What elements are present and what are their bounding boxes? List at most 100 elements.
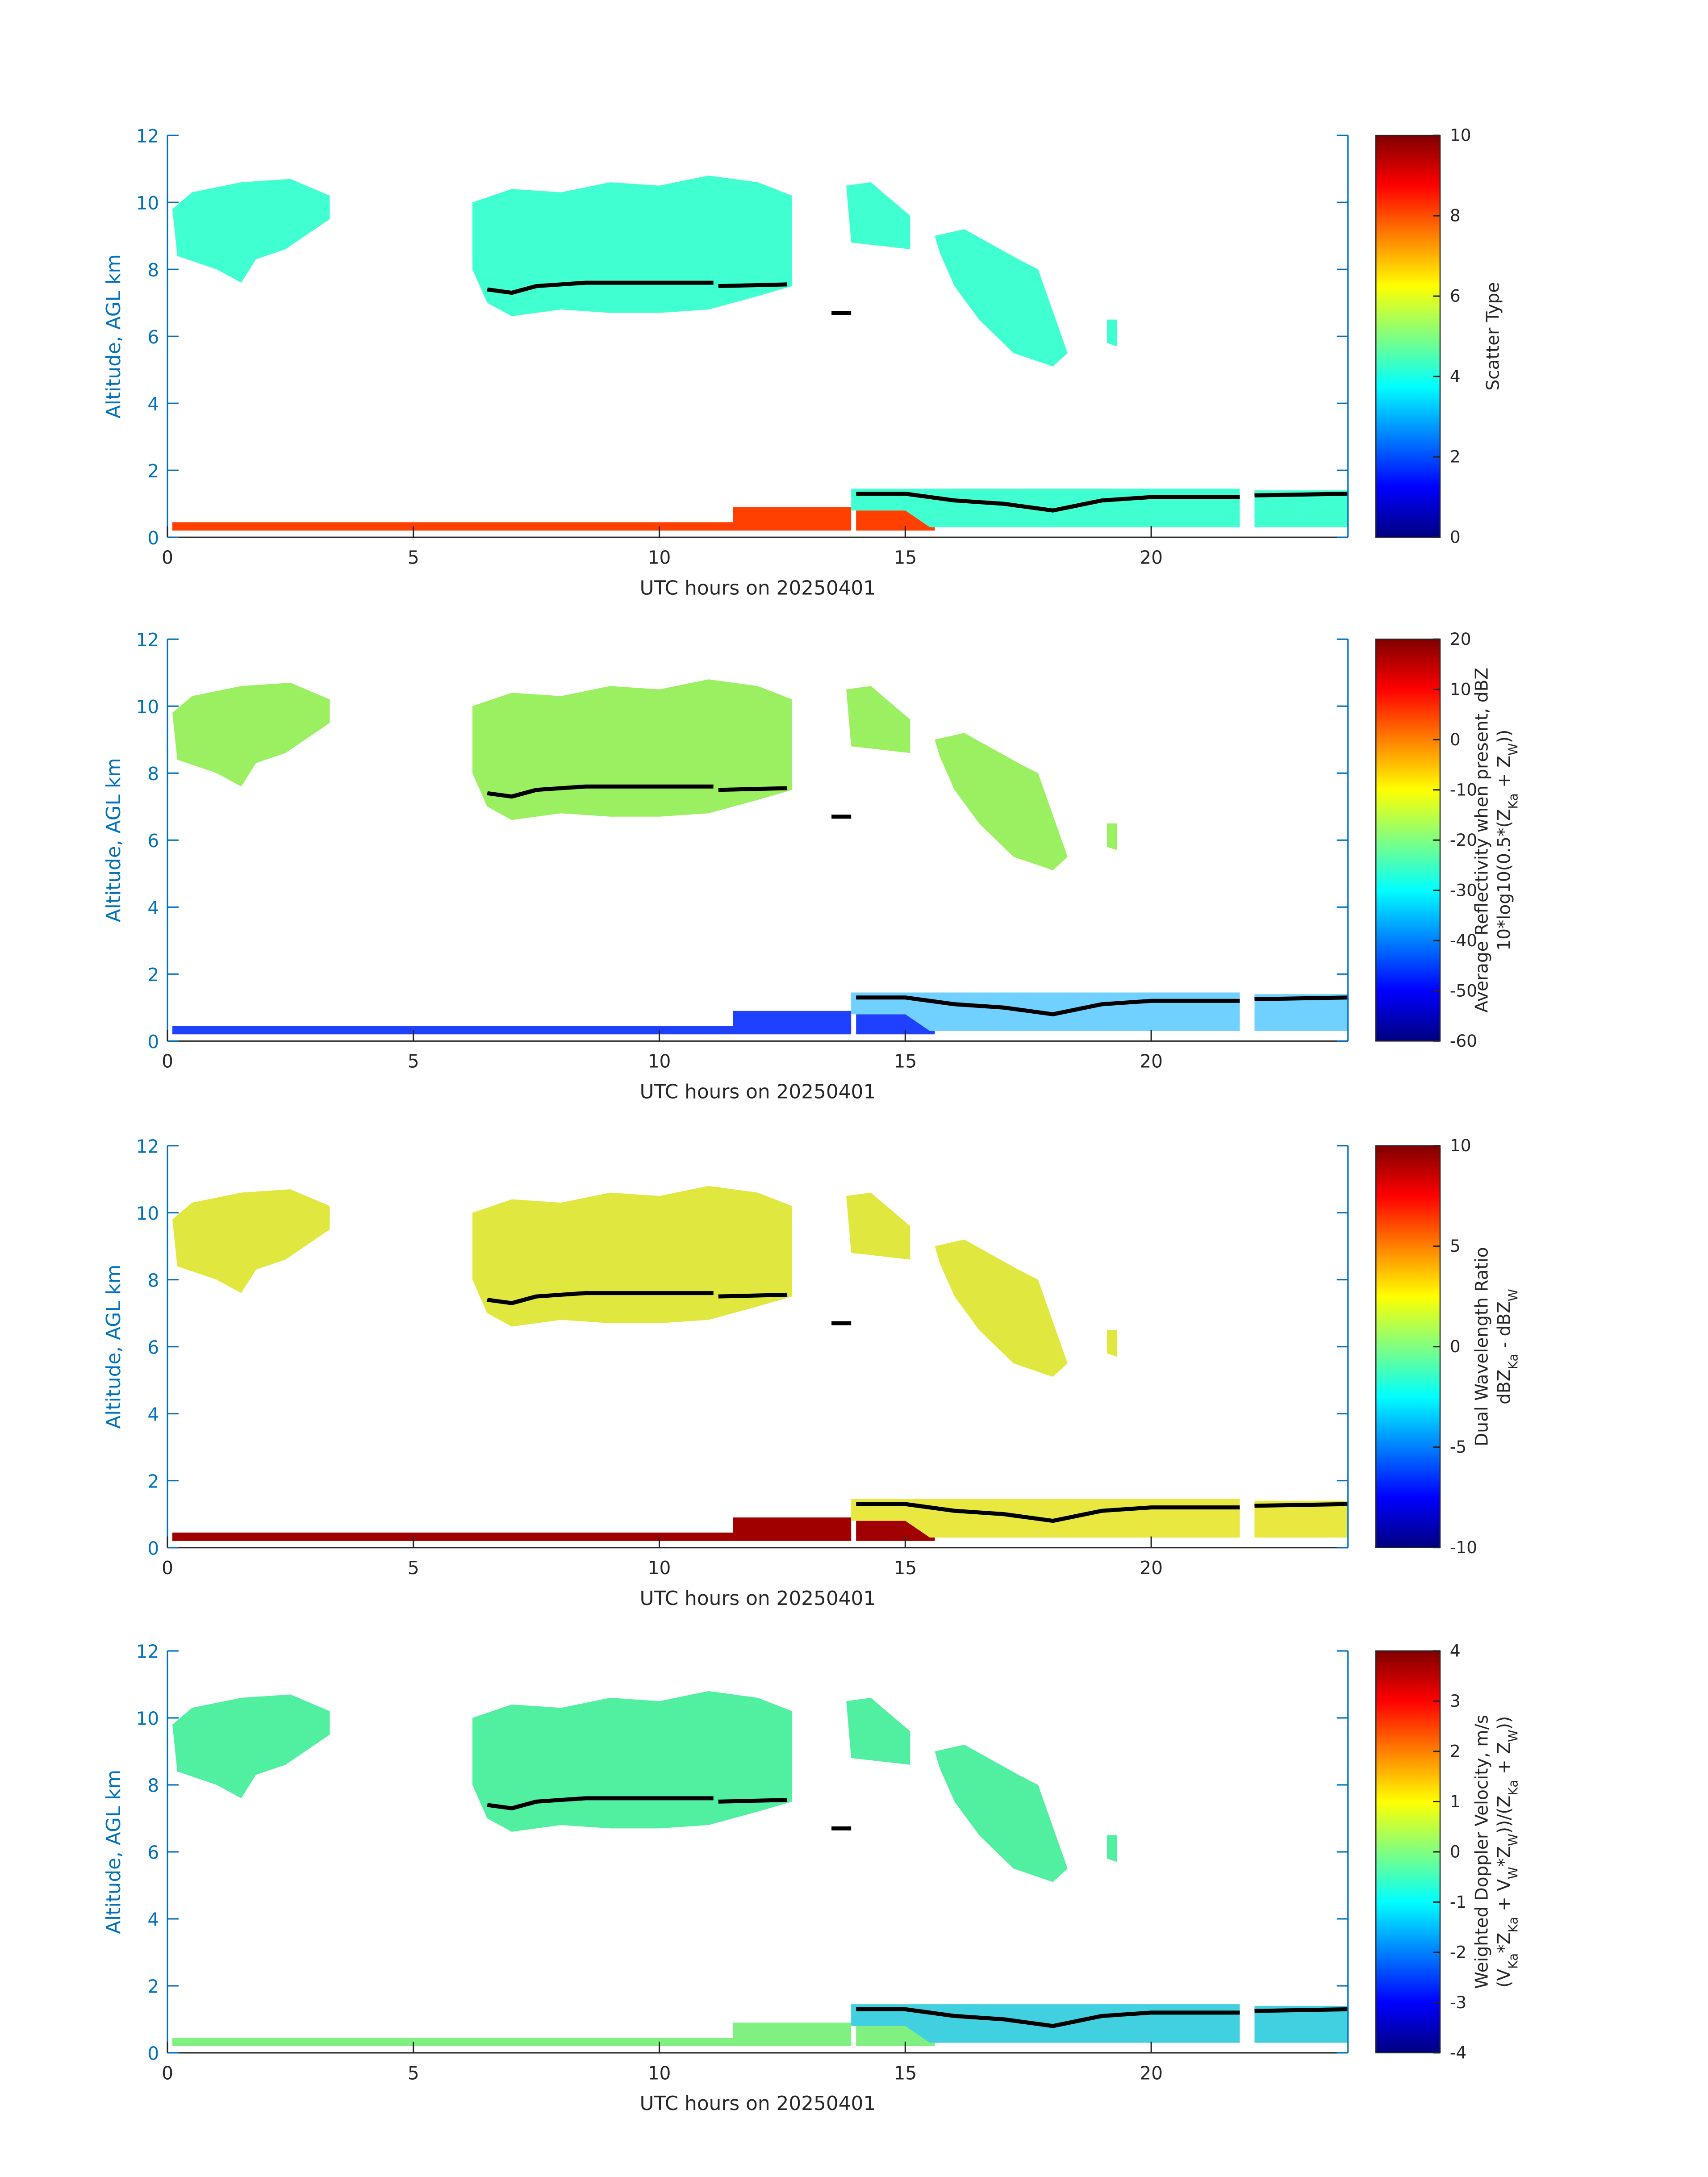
x-tick-label: 5 <box>408 2062 419 2084</box>
x-tick-label: 15 <box>894 547 917 568</box>
x-axis-label: UTC hours on 20250401 <box>640 1587 876 1610</box>
label-part: *Z <box>1494 1933 1514 1953</box>
colorbar-tick-label: -2 <box>1450 1942 1466 1962</box>
x-tick-label: 0 <box>162 547 173 568</box>
y-tick-label: 10 <box>136 696 159 718</box>
x-tick-label: 15 <box>894 1557 917 1579</box>
label-part: Ka <box>1506 1354 1520 1369</box>
x-tick-label: 20 <box>1140 547 1163 568</box>
x-tick-label: 10 <box>648 547 671 568</box>
label-part: *Z <box>1494 1846 1514 1867</box>
label-part: )) <box>1494 1716 1514 1730</box>
colorbar-tick-label: 10 <box>1450 125 1471 145</box>
colorbar <box>1375 134 1441 538</box>
y-tick-label: 12 <box>136 1641 159 1663</box>
label-part: W <box>1506 1730 1520 1742</box>
x-tick-label: 0 <box>162 2062 173 2084</box>
colorbar <box>1375 639 1441 1042</box>
cloud-boundary <box>487 1798 1348 2026</box>
y-axis-label: Altitude, AGL km <box>102 758 125 922</box>
y-tick-label: 6 <box>147 326 159 348</box>
colorbar-tick-label: 0 <box>1450 730 1461 749</box>
y-tick-label: 8 <box>147 1775 159 1797</box>
label-part: W <box>1506 1834 1520 1846</box>
colorbar-tick-label: 20 <box>1450 629 1471 649</box>
cloud <box>172 1186 1117 1377</box>
y-tick-label: 12 <box>136 629 159 651</box>
x-tick-label: 5 <box>408 547 419 568</box>
y-tick-label: 4 <box>147 897 159 919</box>
colorbar-tick-label: 2 <box>1450 1741 1461 1761</box>
colorbar <box>1375 1145 1441 1548</box>
clutter <box>172 507 935 531</box>
colorbar-tick-label: -20 <box>1450 830 1477 850</box>
x-axis-label: UTC hours on 20250401 <box>640 1080 876 1103</box>
x-tick-label: 15 <box>894 1051 917 1072</box>
colorbar-tick-label: -30 <box>1450 880 1477 900</box>
colorbar-label: Scatter Type <box>1483 282 1503 391</box>
x-tick-label: 0 <box>162 1557 173 1579</box>
label-part: + Z <box>1494 1742 1514 1780</box>
y-tick-label: 6 <box>147 830 159 852</box>
x-tick-label: 10 <box>648 2062 671 2084</box>
colorbar-tick-label: 0 <box>1450 1337 1461 1356</box>
clutter <box>172 2022 935 2046</box>
y-tick-label: 6 <box>147 1842 159 1864</box>
y-tick-label: 4 <box>147 1909 159 1930</box>
colorbar-tick-label: -10 <box>1450 780 1477 799</box>
y-tick-label: 10 <box>136 192 159 214</box>
colorbar-tick-label: 10 <box>1450 679 1471 699</box>
colorbar-tick-label: 1 <box>1450 1792 1461 1811</box>
colorbar-label: dBZKa - dBZW <box>1494 1289 1520 1404</box>
label-part: - dBZ <box>1494 1301 1514 1354</box>
x-tick-label: 20 <box>1140 2062 1163 2084</box>
colorbar-tick-label: 4 <box>1450 1641 1461 1660</box>
colorbar-tick-label: -40 <box>1450 931 1477 950</box>
y-tick-label: 4 <box>147 393 159 415</box>
colorbar-tick-label: 0 <box>1450 1842 1461 1861</box>
colorbar-tick-label: -1 <box>1450 1892 1466 1912</box>
colorbar-tick-label: 8 <box>1450 206 1461 226</box>
y-tick-label: 0 <box>147 1031 159 1053</box>
label-part: (V <box>1494 1969 1514 1988</box>
x-tick-label: 10 <box>648 1557 671 1579</box>
x-tick-label: 15 <box>894 2062 917 2084</box>
cloud-boundary <box>487 283 1348 510</box>
clutter <box>172 1011 935 1035</box>
colorbar-label: Average Reflectivity when present, dBZ <box>1472 668 1492 1013</box>
echo-field <box>172 1691 1348 2046</box>
label-part: W <box>1506 1867 1520 1879</box>
cloud <box>172 1691 1117 1882</box>
cloud <box>172 679 1117 870</box>
colorbar-label: (VKa*ZKa + VW*ZW))/(ZKa + ZW)) <box>1494 1716 1520 1988</box>
colorbar-tick-label: -50 <box>1450 981 1477 1000</box>
colorbar-tick-label: 3 <box>1450 1691 1461 1711</box>
label-part: )) <box>1494 730 1514 743</box>
y-tick-label: 2 <box>147 460 159 482</box>
label-part: Average Reflectivity when present, dBZ <box>1472 668 1492 1013</box>
colorbar-tick-label: 4 <box>1450 367 1461 386</box>
label-part: Ka <box>1506 793 1520 809</box>
label-part: ))/(Z <box>1494 1796 1514 1834</box>
echo-field <box>172 175 1348 531</box>
colorbar-label: Dual Wavelength Ratio <box>1472 1247 1492 1446</box>
y-axis-label: Altitude, AGL km <box>102 1770 125 1934</box>
y-tick-label: 0 <box>147 527 159 549</box>
x-tick-label: 5 <box>408 1051 419 1072</box>
label-part: dBZ <box>1494 1370 1514 1404</box>
x-axis-label: UTC hours on 20250401 <box>640 2092 876 2115</box>
y-axis-label: Altitude, AGL km <box>102 1265 125 1429</box>
label-part: 10*log10(0.5*(Z <box>1494 809 1514 950</box>
colorbar-tick-label: -4 <box>1450 2043 1466 2062</box>
y-tick-label: 6 <box>147 1337 159 1358</box>
y-tick-label: 8 <box>147 1270 159 1291</box>
colorbar-tick-label: 5 <box>1450 1236 1461 1256</box>
y-tick-label: 0 <box>147 1538 159 1559</box>
y-axis-label: Altitude, AGL km <box>102 254 125 418</box>
cloud <box>172 175 1117 367</box>
y-tick-label: 12 <box>136 125 159 147</box>
y-tick-label: 12 <box>136 1136 159 1157</box>
echo-field <box>172 679 1348 1035</box>
